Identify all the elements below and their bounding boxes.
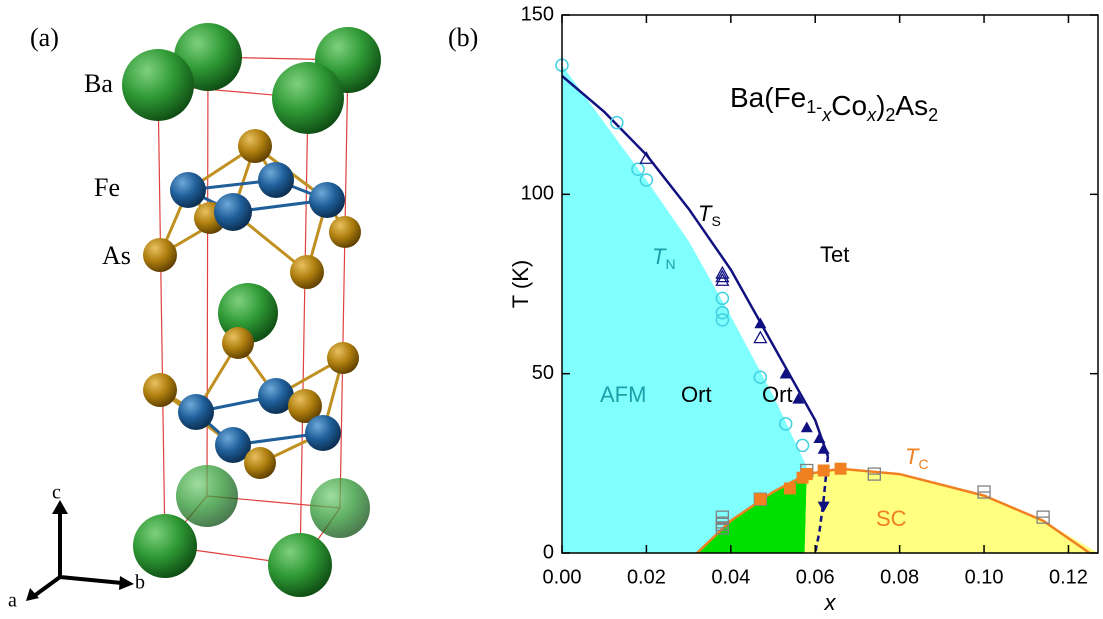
annotation-subscript: C bbox=[918, 456, 928, 472]
marker bbox=[715, 269, 730, 283]
y-tick-label: 50 bbox=[532, 362, 554, 384]
x-tick-label: 0.02 bbox=[627, 566, 666, 588]
marker bbox=[715, 273, 730, 286]
phase-boundary bbox=[814, 456, 830, 554]
marker bbox=[754, 493, 767, 506]
marker bbox=[753, 330, 768, 344]
marker bbox=[715, 313, 730, 327]
annotation: AFM bbox=[600, 382, 646, 407]
title-part: x bbox=[821, 105, 832, 125]
marker bbox=[715, 510, 730, 524]
x-tick-label: 0.08 bbox=[880, 566, 919, 588]
title-part: x bbox=[866, 105, 877, 125]
title-part: Ba(Fe bbox=[730, 82, 806, 113]
marker bbox=[715, 521, 730, 535]
atom-label: Ba bbox=[84, 69, 113, 98]
annotation: Tet bbox=[820, 242, 849, 267]
marker bbox=[610, 115, 624, 130]
annotation-text: Tet bbox=[820, 242, 849, 267]
x-tick-label: 0.10 bbox=[965, 566, 1004, 588]
annotation-text: T bbox=[652, 244, 667, 269]
axis-letter: b bbox=[135, 572, 145, 594]
annotation-subscript: N bbox=[665, 256, 675, 272]
annotation: SC bbox=[876, 506, 907, 531]
marker bbox=[639, 173, 654, 187]
annotation-text: T bbox=[698, 201, 713, 226]
marker bbox=[795, 438, 810, 453]
marker bbox=[817, 501, 830, 513]
marker bbox=[1036, 510, 1050, 524]
annotation: TC bbox=[905, 444, 929, 472]
marker bbox=[715, 305, 730, 320]
marker bbox=[800, 468, 813, 481]
annotation: Ort bbox=[762, 382, 793, 407]
atom-label: Fe bbox=[94, 173, 120, 202]
title-part: 1- bbox=[806, 97, 822, 117]
phase-region bbox=[804, 468, 1098, 553]
marker bbox=[715, 291, 730, 306]
annotation-text: AFM bbox=[600, 382, 646, 407]
y-tick-label: 0 bbox=[543, 541, 554, 563]
marker bbox=[813, 432, 826, 444]
marker bbox=[753, 370, 768, 385]
marker bbox=[867, 467, 881, 481]
annotation-text: T bbox=[905, 444, 920, 469]
annotation: Ort bbox=[681, 382, 712, 407]
x-tick-label: 0.00 bbox=[543, 566, 582, 588]
chart-title: Ba(Fe1-xCox)2As2 bbox=[730, 82, 938, 124]
atom-label: As bbox=[102, 241, 131, 270]
title-part: Co bbox=[831, 90, 867, 121]
phase-diagram: (b) 0.00 0.02 0.04 0.06 0.08 0.10 0.12 0 50 100 15… bbox=[448, 3, 1099, 615]
marker bbox=[779, 367, 792, 379]
title-part: ) bbox=[876, 90, 885, 121]
atoms bbox=[122, 23, 381, 597]
annotation-text: Ort bbox=[681, 382, 712, 407]
axis-letter: a bbox=[8, 590, 17, 612]
marker bbox=[715, 265, 730, 279]
panel-label: (a) bbox=[30, 23, 59, 52]
marker bbox=[783, 482, 796, 495]
marker bbox=[639, 151, 654, 164]
axis-letter: c bbox=[52, 482, 61, 504]
annotation: TS bbox=[698, 201, 721, 229]
x-tick-label: 0.06 bbox=[796, 566, 835, 588]
y-axis-label: T (K) bbox=[508, 260, 533, 308]
y-tick-label: 100 bbox=[521, 183, 554, 205]
crystal-structure: (a) Ba Fe As c b a bbox=[8, 23, 381, 612]
marker bbox=[834, 462, 847, 475]
marker bbox=[631, 162, 645, 176]
annotation-text: SC bbox=[876, 506, 907, 531]
marker bbox=[800, 421, 813, 433]
title-part: As bbox=[895, 90, 928, 121]
phase-region bbox=[562, 65, 807, 554]
x-axis-label: x bbox=[824, 590, 837, 615]
marker bbox=[817, 442, 830, 454]
marker bbox=[817, 464, 830, 477]
panel-label: (b) bbox=[448, 23, 478, 52]
axes-arrows bbox=[26, 500, 134, 601]
annotation-text: Ort bbox=[762, 382, 793, 407]
y-tick-label: 150 bbox=[521, 3, 554, 25]
annotation: TN bbox=[652, 244, 676, 272]
marker bbox=[778, 417, 793, 431]
x-tick-label: 0.12 bbox=[1049, 566, 1088, 588]
marker bbox=[754, 317, 767, 329]
annotation-subscript: S bbox=[711, 213, 720, 229]
marker bbox=[792, 392, 805, 404]
x-tick-label: 0.04 bbox=[711, 566, 750, 588]
plot-frame bbox=[561, 14, 1099, 554]
title-part: 2 bbox=[885, 105, 895, 125]
y-axis-label-text: T (K) bbox=[508, 260, 533, 308]
title-part: 2 bbox=[928, 105, 938, 125]
marker bbox=[977, 485, 991, 499]
bonds bbox=[158, 144, 347, 465]
